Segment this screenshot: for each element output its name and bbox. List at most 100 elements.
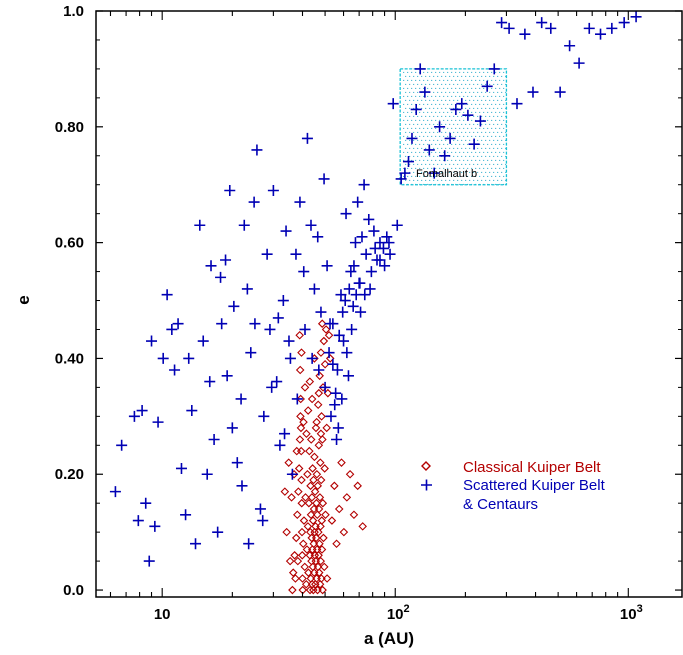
box-stipple-dot (455, 151, 457, 153)
scattered-kuiper-point (358, 179, 370, 191)
classical-kuiper-point (296, 446, 306, 456)
box-stipple-dot (497, 107, 499, 109)
classical-kuiper-point (358, 522, 367, 531)
box-stipple-dot (497, 163, 499, 165)
scattered-kuiper-point (379, 260, 391, 272)
box-stipple-dot (505, 171, 507, 173)
box-stipple-dot (453, 75, 455, 77)
box-stipple-dot (427, 119, 429, 121)
classical-kuiper-point (334, 504, 344, 514)
scattered-kuiper-point (249, 318, 261, 330)
box-stipple-dot (461, 115, 463, 117)
scattered-kuiper-point (488, 63, 500, 75)
box-stipple-dot (451, 143, 453, 145)
box-stipple-dot (497, 91, 499, 93)
box-stipple-dot (409, 163, 411, 165)
box-stipple-dot (467, 183, 469, 185)
box-stipple-dot (505, 139, 507, 141)
box-stipple-dot (501, 163, 503, 165)
box-stipple-dot (433, 147, 435, 149)
box-stipple-dot (429, 123, 431, 125)
box-stipple-dot (465, 171, 467, 173)
box-stipple-dot (429, 99, 431, 101)
scattered-kuiper-point (414, 63, 426, 75)
box-stipple-dot (447, 87, 449, 89)
classical-kuiper-point (306, 435, 316, 444)
box-stipple-dot (463, 183, 465, 185)
box-stipple-dot (441, 91, 443, 93)
box-stipple-dot (455, 159, 457, 161)
scattered-kuiper-point (343, 283, 355, 295)
scattered-kuiper-point (630, 11, 642, 23)
box-stipple-dot (457, 147, 459, 149)
box-stipple-dot (461, 163, 463, 165)
box-stipple-dot (413, 163, 415, 165)
box-stipple-dot (473, 107, 475, 109)
box-stipple-dot (413, 123, 415, 125)
box-stipple-dot (457, 155, 459, 157)
classical-kuiper-point (300, 383, 310, 392)
classical-kuiper-point (299, 516, 309, 525)
box-stipple-dot (499, 183, 501, 185)
box-stipple-dot (439, 87, 441, 89)
box-stipple-dot (467, 151, 469, 153)
scattered-kuiper-point (241, 283, 253, 295)
scattered-kuiper-point (391, 219, 403, 231)
box-stipple-dot (407, 151, 409, 153)
box-stipple-dot (433, 123, 435, 125)
box-stipple-dot (505, 155, 507, 157)
box-stipple-dot (407, 111, 409, 113)
scattered-kuiper-point (258, 410, 270, 422)
box-stipple-dot (461, 179, 463, 181)
box-stipple-dot (439, 103, 441, 105)
x-tick-label: 103 (620, 603, 643, 623)
box-stipple-dot (477, 91, 479, 93)
box-stipple-dot (411, 167, 413, 169)
scattered-kuiper-point (201, 468, 213, 480)
scattered-kuiper-point (439, 150, 451, 162)
box-stipple-dot (471, 151, 473, 153)
scattered-kuiper-point (340, 208, 352, 220)
classical-kuiper-point (312, 469, 322, 479)
box-stipple-dot (467, 87, 469, 89)
box-stipple-dot (495, 71, 497, 73)
box-stipple-dot (495, 135, 497, 137)
scattered-kuiper-point (348, 260, 360, 272)
box-stipple-dot (445, 115, 447, 117)
box-stipple-dot (447, 135, 449, 137)
box-stipple-dot (479, 159, 481, 161)
box-stipple-dot (469, 99, 471, 101)
box-stipple-dot (481, 115, 483, 117)
scattered-kuiper-point (327, 358, 339, 370)
classical-kuiper-point (291, 574, 300, 583)
box-stipple-dot (431, 119, 433, 121)
classical-kuiper-point (292, 446, 302, 456)
box-stipple-dot (427, 143, 429, 145)
box-stipple-dot (495, 103, 497, 105)
scattered-kuiper-point (186, 405, 198, 417)
scattered-kuiper-point (374, 254, 386, 266)
box-stipple-dot (501, 75, 503, 77)
box-stipple-dot (487, 127, 489, 129)
box-stipple-dot (477, 179, 479, 181)
box-stipple-dot (411, 103, 413, 105)
box-stipple-dot (495, 159, 497, 161)
box-stipple-dot (409, 75, 411, 77)
classical-kuiper-point (297, 527, 307, 537)
box-stipple-dot (421, 131, 423, 133)
box-stipple-dot (433, 83, 435, 85)
box-stipple-dot (403, 127, 405, 129)
scattered-kuiper-point (363, 213, 375, 225)
box-stipple-dot (469, 163, 471, 165)
box-stipple-dot (475, 87, 477, 89)
box-stipple-dot (481, 179, 483, 181)
scattered-kuiper-point (496, 17, 508, 29)
scattered-kuiper-point (298, 266, 310, 278)
box-stipple-dot (469, 171, 471, 173)
classical-kuiper-point (316, 556, 326, 566)
box-stipple-dot (451, 95, 453, 97)
box-stipple-dot (489, 179, 491, 181)
box-stipple-dot (471, 71, 473, 73)
box-stipple-dot (477, 139, 479, 141)
box-stipple-dot (413, 107, 415, 109)
